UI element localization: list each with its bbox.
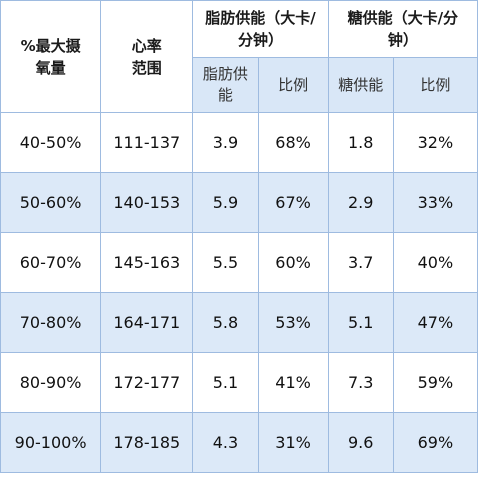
cell-sugar-supply: 7.3	[327, 352, 394, 413]
cell-fat-supply: 5.5	[192, 232, 259, 293]
cell-sugar-ratio: 32%	[392, 112, 479, 173]
cell-fat-supply: 5.1	[192, 352, 259, 413]
cell-sugar-supply: 1.8	[327, 112, 394, 173]
cell-vo2: 70-80%	[0, 292, 102, 353]
cell-fat-ratio: 41%	[257, 352, 329, 413]
table-row: 60-70% 145-163 5.5 60% 3.7 40%	[0, 232, 479, 293]
header-fat-supply-group: 脂肪供能（大卡/分钟）	[192, 0, 329, 58]
table-row: 40-50% 111-137 3.9 68% 1.8 32%	[0, 112, 479, 173]
cell-fat-ratio: 67%	[257, 172, 329, 233]
table-row: 80-90% 172-177 5.1 41% 7.3 59%	[0, 352, 479, 413]
cell-sugar-ratio: 69%	[392, 412, 479, 473]
cell-heart-rate: 164-171	[100, 292, 194, 353]
cell-fat-ratio: 31%	[257, 412, 329, 473]
subheader-sugar-ratio: 比例	[392, 57, 479, 113]
cell-heart-rate: 111-137	[100, 112, 194, 173]
cell-fat-supply: 5.9	[192, 172, 259, 233]
cell-fat-ratio: 60%	[257, 232, 329, 293]
cell-sugar-ratio: 40%	[392, 232, 479, 293]
cell-sugar-supply: 9.6	[327, 412, 394, 473]
cell-sugar-ratio: 59%	[392, 352, 479, 413]
cell-sugar-ratio: 47%	[392, 292, 479, 353]
cell-vo2: 90-100%	[0, 412, 102, 473]
header-heart-rate-range: 心率范围	[100, 0, 194, 113]
cell-sugar-supply: 2.9	[327, 172, 394, 233]
cell-vo2: 80-90%	[0, 352, 102, 413]
cell-fat-supply: 3.9	[192, 112, 259, 173]
cell-heart-rate: 172-177	[100, 352, 194, 413]
cell-heart-rate: 178-185	[100, 412, 194, 473]
cell-heart-rate: 145-163	[100, 232, 194, 293]
table-row: 90-100% 178-185 4.3 31% 9.6 69%	[0, 412, 479, 473]
cell-sugar-ratio: 33%	[392, 172, 479, 233]
header-vo2max: %最大摄氧量	[0, 0, 102, 113]
subheader-fat-supply: 脂肪供能	[192, 57, 259, 113]
cell-vo2: 60-70%	[0, 232, 102, 293]
cell-fat-ratio: 68%	[257, 112, 329, 173]
cell-sugar-supply: 5.1	[327, 292, 394, 353]
subheader-sugar-supply: 糖供能	[327, 57, 394, 113]
cell-fat-supply: 4.3	[192, 412, 259, 473]
cell-fat-supply: 5.8	[192, 292, 259, 353]
cell-fat-ratio: 53%	[257, 292, 329, 353]
cell-vo2: 40-50%	[0, 112, 102, 173]
table-row: 70-80% 164-171 5.8 53% 5.1 47%	[0, 292, 479, 353]
cell-sugar-supply: 3.7	[327, 232, 394, 293]
subheader-fat-ratio: 比例	[257, 57, 329, 113]
cell-heart-rate: 140-153	[100, 172, 194, 233]
cell-vo2: 50-60%	[0, 172, 102, 233]
table-row: 50-60% 140-153 5.9 67% 2.9 33%	[0, 172, 479, 233]
header-sugar-supply-group: 糖供能（大卡/分钟）	[327, 0, 479, 58]
